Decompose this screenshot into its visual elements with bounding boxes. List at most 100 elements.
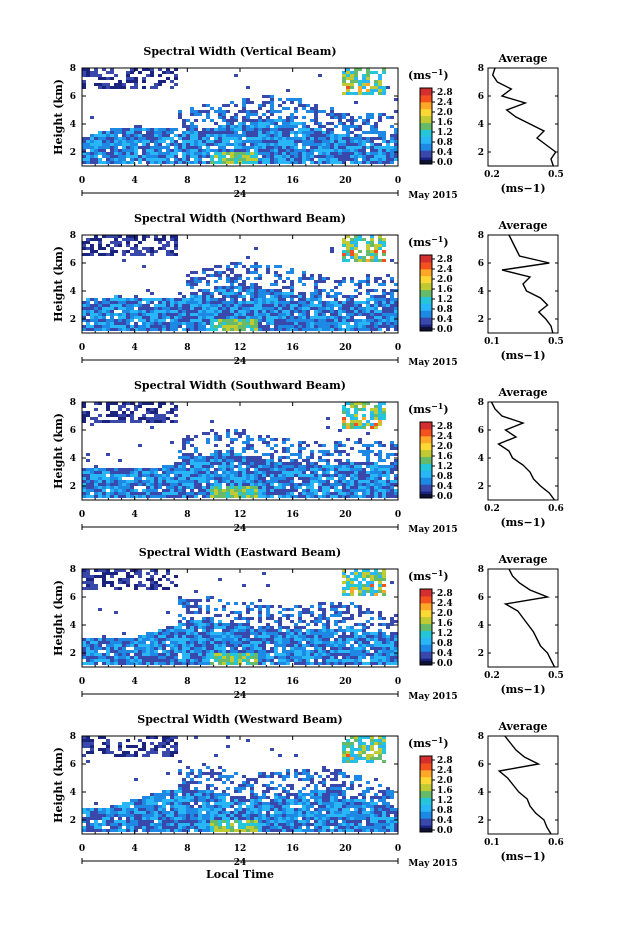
heatmap-cell — [250, 638, 254, 641]
heatmap-cell — [346, 480, 350, 483]
heatmap-cell — [330, 474, 334, 477]
heatmap-cell — [222, 647, 226, 650]
heatmap-cell — [342, 253, 346, 256]
heatmap-cell — [286, 313, 290, 316]
heatmap-cell — [338, 492, 342, 495]
heatmap-cell — [250, 307, 254, 310]
heatmap-cell — [286, 304, 290, 307]
heatmap-cell — [154, 316, 158, 319]
heatmap-cell — [314, 134, 318, 137]
heatmap-cell — [286, 662, 290, 665]
heatmap-cell — [286, 155, 290, 158]
heatmap-cell — [198, 298, 202, 301]
heatmap-cell — [82, 68, 86, 71]
heatmap-cell — [198, 137, 202, 140]
heatmap-cell — [114, 587, 118, 590]
heatmap-cell — [174, 650, 178, 653]
heatmap-cell — [378, 480, 382, 483]
heatmap-cell — [142, 149, 146, 152]
heatmap-cell — [214, 161, 218, 164]
heatmap-cell — [138, 131, 142, 134]
heatmap-cell — [94, 420, 98, 423]
heatmap-cell — [290, 471, 294, 474]
heatmap-cell — [210, 662, 214, 665]
heatmap-cell — [90, 489, 94, 492]
heatmap-cell — [310, 611, 314, 614]
heatmap-cell — [362, 486, 366, 489]
heatmap-cell — [238, 632, 242, 635]
heatmap-cell — [262, 307, 266, 310]
heatmap-cell — [274, 638, 278, 641]
heatmap-cell — [114, 468, 118, 471]
heatmap-cell — [142, 489, 146, 492]
heatmap-cell — [310, 328, 314, 331]
heatmap-cell — [238, 140, 242, 143]
heatmap-cell — [282, 495, 286, 498]
heatmap-cell — [98, 608, 102, 611]
heatmap-cell — [282, 489, 286, 492]
heatmap-cell — [134, 650, 138, 653]
heatmap-cell — [258, 310, 262, 313]
heatmap-cell — [242, 152, 246, 155]
heatmap-cell — [262, 328, 266, 331]
heatmap-cell — [306, 149, 310, 152]
heatmap-cell — [326, 465, 330, 468]
heatmap-cell — [290, 301, 294, 304]
heatmap-cell — [250, 656, 254, 659]
heatmap-cell — [254, 486, 258, 489]
heatmap-cell — [122, 632, 126, 635]
heatmap-cell — [210, 489, 214, 492]
heatmap-cell — [266, 638, 270, 641]
heatmap-cell — [342, 405, 346, 408]
heatmap-cell — [186, 608, 190, 611]
heatmap-cell — [82, 471, 86, 474]
heatmap-cell — [266, 134, 270, 137]
heatmap-cell — [122, 483, 126, 486]
heatmap-cell — [318, 650, 322, 653]
heatmap-cell — [138, 656, 142, 659]
heatmap-cell — [170, 477, 174, 480]
heatmap-cell — [90, 647, 94, 650]
colorbar-segment — [420, 150, 432, 158]
heatmap-cell — [262, 644, 266, 647]
heatmap-cell — [286, 122, 290, 125]
colorbar-tick-label: 2.8 — [437, 88, 453, 98]
heatmap-cell — [254, 128, 258, 131]
heatmap-cell — [238, 262, 242, 265]
heatmap-cell — [390, 307, 394, 310]
heatmap-cell — [126, 250, 130, 253]
heatmap-cell — [86, 641, 90, 644]
heatmap-cell — [330, 107, 334, 110]
heatmap-cell — [110, 146, 114, 149]
heatmap-cell — [194, 447, 198, 450]
heatmap-cell — [358, 238, 362, 241]
heatmap-cell — [382, 322, 386, 325]
heatmap-cell — [326, 620, 330, 623]
heatmap-cell — [362, 161, 366, 164]
heatmap-cell — [98, 325, 102, 328]
heatmap-cell — [242, 304, 246, 307]
panel-title: Spectral Width (Northward Beam) — [134, 212, 346, 225]
heatmap-cell — [394, 98, 398, 101]
heatmap-cell — [258, 650, 262, 653]
heatmap-cell — [254, 650, 258, 653]
heatmap-cell — [218, 322, 222, 325]
heatmap-cell — [254, 277, 258, 280]
heatmap-cell — [334, 465, 338, 468]
heatmap-cell — [238, 474, 242, 477]
heatmap-cell — [150, 635, 154, 638]
heatmap-cell — [326, 328, 330, 331]
heatmap-cell — [318, 131, 322, 134]
average-frame — [487, 234, 559, 334]
heatmap-cell — [242, 119, 246, 122]
heatmap-cell — [222, 328, 226, 331]
heatmap-cell — [374, 295, 378, 298]
heatmap-cell — [210, 274, 214, 277]
heatmap-cell — [362, 146, 366, 149]
heatmap-cell — [174, 480, 178, 483]
heatmap-cell — [230, 495, 234, 498]
heatmap-cell — [318, 301, 322, 304]
heatmap-cell — [178, 492, 182, 495]
heatmap-cell — [330, 161, 334, 164]
heatmap-cell — [298, 152, 302, 155]
